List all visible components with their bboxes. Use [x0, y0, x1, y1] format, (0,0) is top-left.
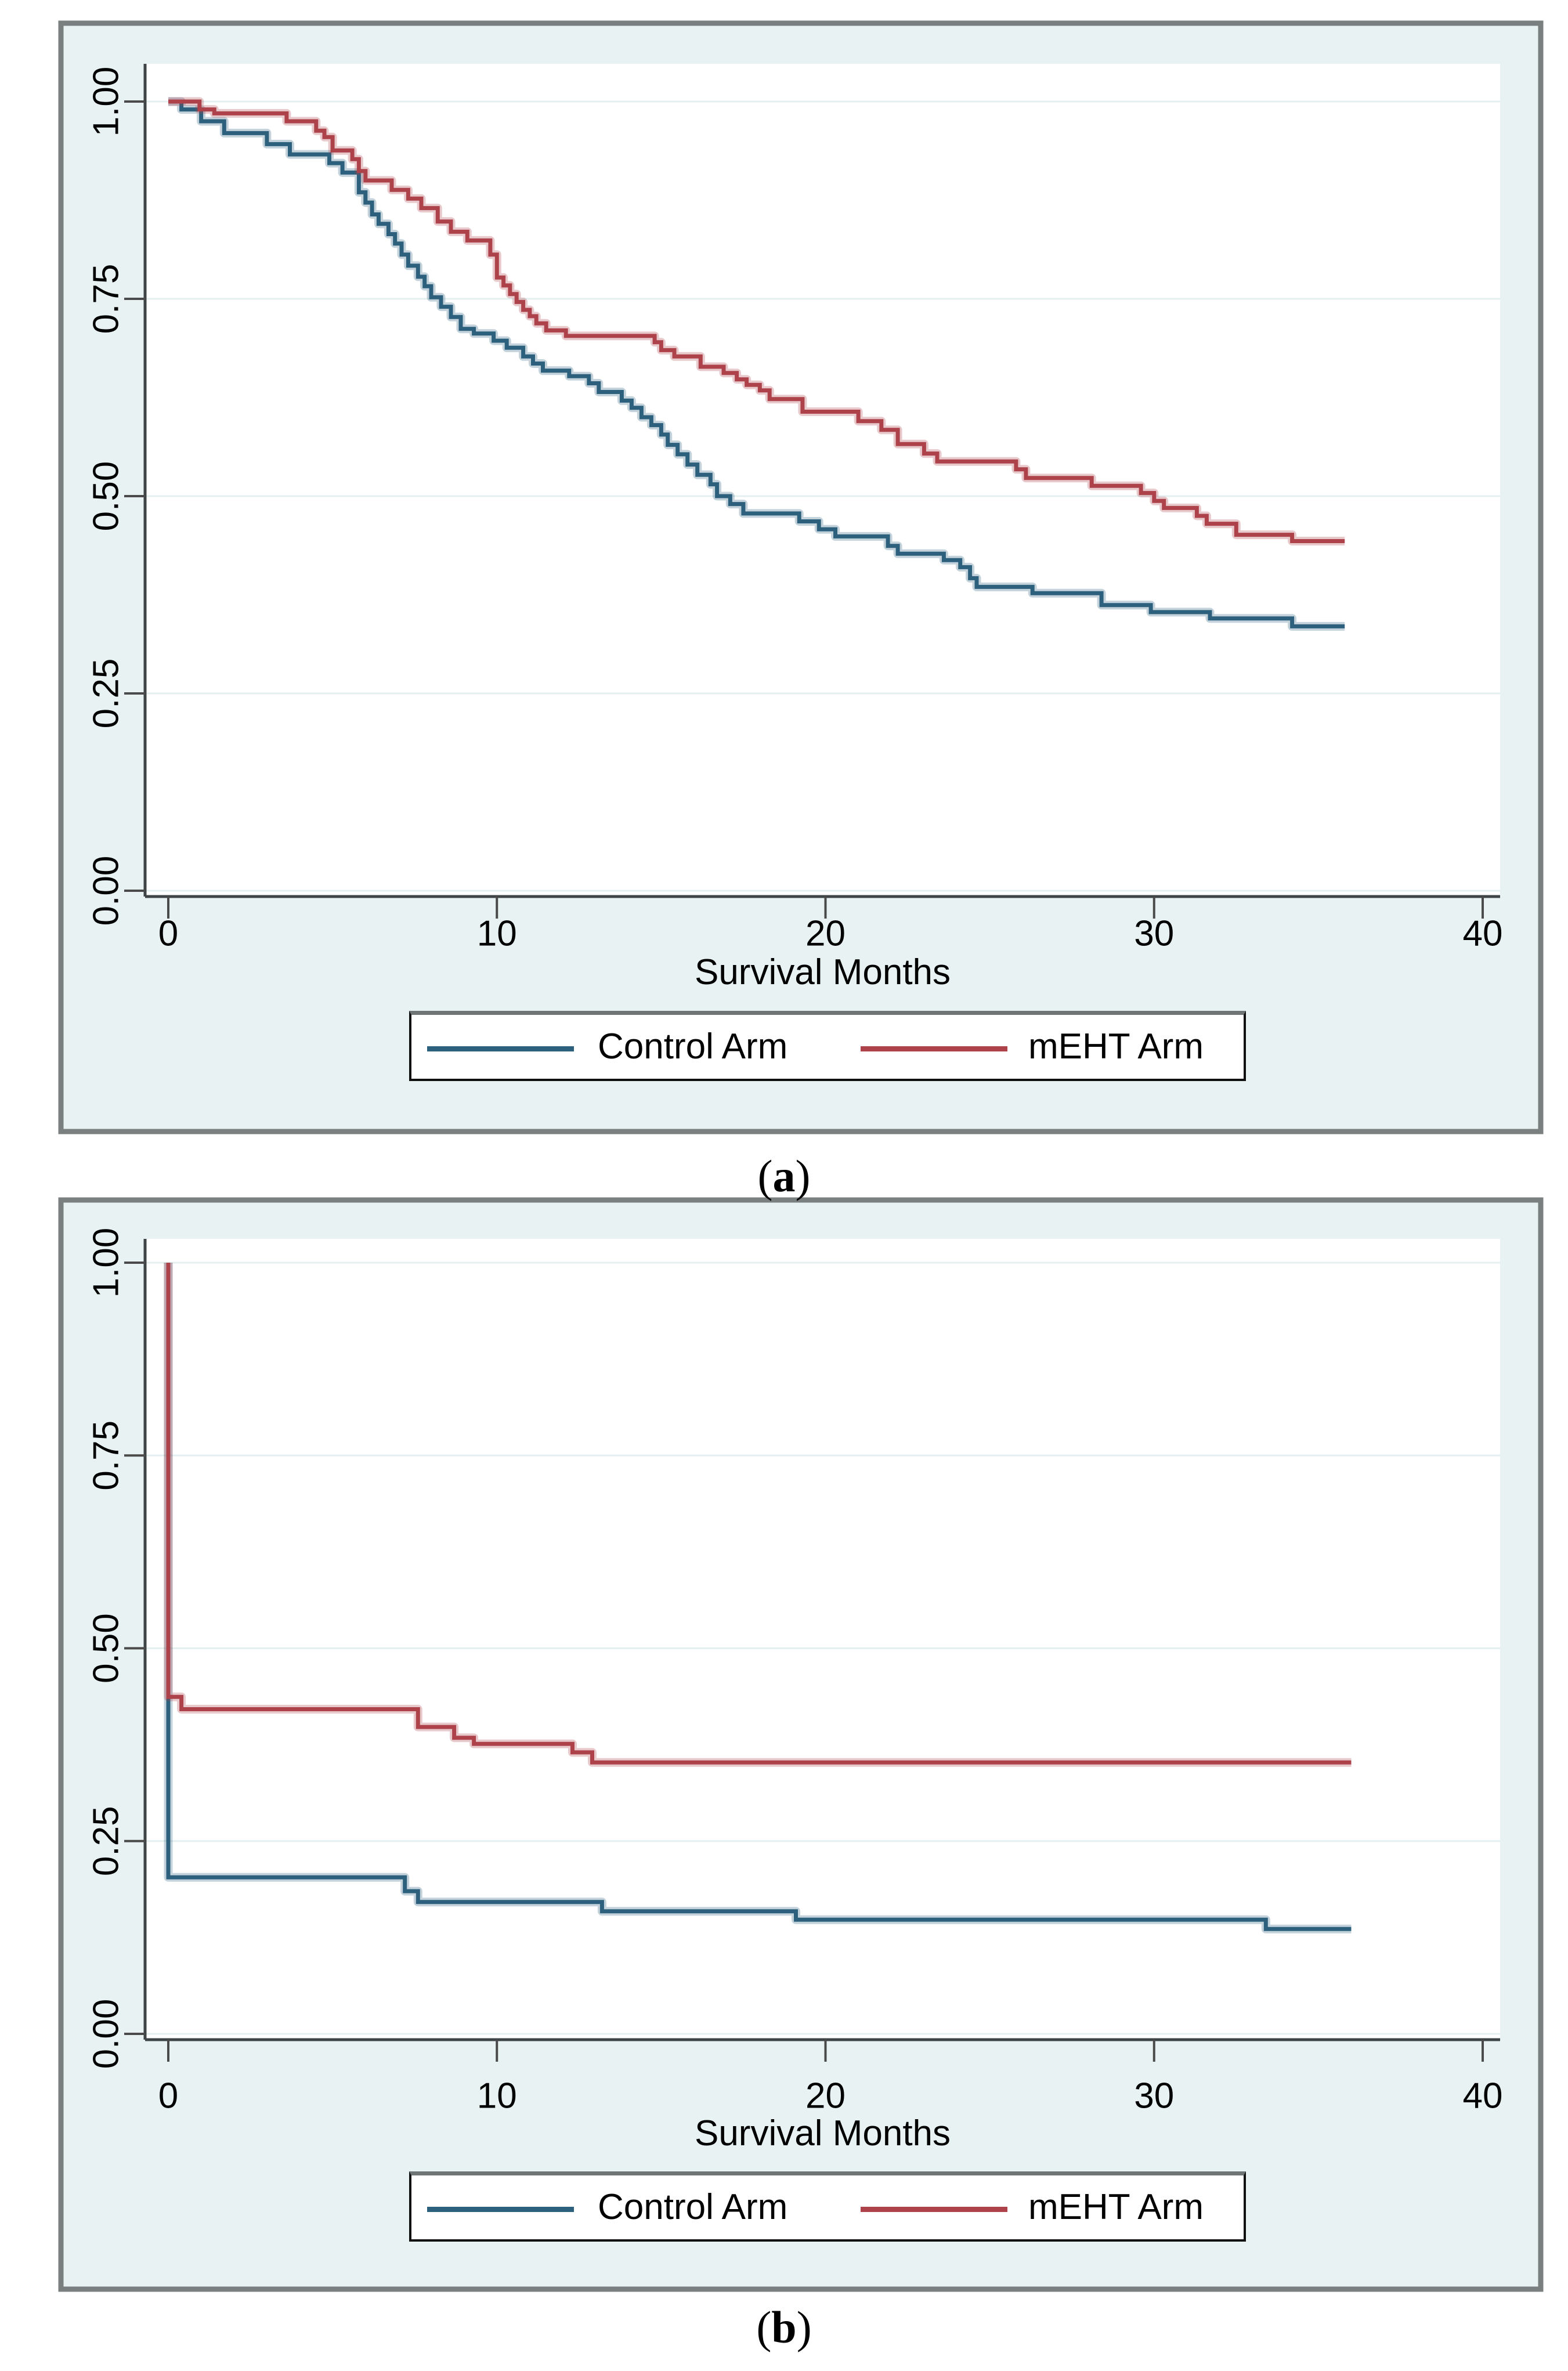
- legend-label-meht: mEHT Arm: [1028, 1026, 1204, 1067]
- legend-label-control: Control Arm: [598, 2186, 788, 2227]
- y-tick-label-0.75: 0.75: [86, 1421, 127, 1491]
- x-axis-title-panel-a: Survival Months: [694, 952, 951, 992]
- x-tick-label-0: 0: [158, 2076, 178, 2116]
- legend-label-meht: mEHT Arm: [1028, 2186, 1204, 2227]
- caption-panel-a: (a): [757, 1151, 811, 1201]
- legend-line-meht: [861, 1046, 1007, 1051]
- km-curve-control-arm: [168, 99, 1345, 628]
- x-tick-label-30: 30: [1134, 2076, 1174, 2116]
- y-tick-label-0.50: 0.50: [86, 1613, 127, 1683]
- y-tick-label-0.75: 0.75: [86, 264, 127, 334]
- x-tick-label-20: 20: [805, 914, 846, 954]
- x-tick-label-40: 40: [1463, 914, 1503, 954]
- x-tick-label-10: 10: [477, 2076, 517, 2116]
- x-axis-title-panel-b: Survival Months: [694, 2113, 951, 2153]
- plot-area-b: [145, 1239, 1500, 2040]
- legend-line-meht: [861, 2207, 1007, 2212]
- km-curve-control-arm: [166, 1263, 1352, 1931]
- caption-letter-b: b: [771, 2302, 797, 2352]
- km-curve-meht-arm: [168, 99, 1345, 543]
- legend-label-control: Control Arm: [598, 1026, 788, 1067]
- x-tick-label-10: 10: [477, 914, 517, 954]
- x-tick-label-0: 0: [158, 914, 178, 954]
- x-tick-label-20: 20: [805, 2076, 846, 2116]
- y-tick-label-0.00: 0.00: [86, 1999, 127, 2069]
- x-tick-label-30: 30: [1134, 914, 1174, 954]
- legend-line-control: [427, 2207, 574, 2212]
- y-tick-label-1.00: 1.00: [86, 1228, 127, 1298]
- legend-line-control: [427, 1046, 574, 1051]
- km-curve-meht-arm: [166, 1263, 1352, 1765]
- y-tick-label-0.00: 0.00: [86, 856, 127, 926]
- legend-panel-a: Control Arm mEHT Arm: [409, 1011, 1246, 1081]
- caption-letter-a: a: [772, 1151, 796, 1201]
- y-tick-label-1.00: 1.00: [86, 67, 127, 137]
- x-tick-label-40: 40: [1463, 2076, 1503, 2116]
- y-tick-label-0.50: 0.50: [86, 461, 127, 532]
- plot-area-a: [145, 64, 1500, 897]
- caption-panel-b: (b): [756, 2302, 812, 2352]
- legend-panel-b: Control Arm mEHT Arm: [409, 2171, 1246, 2242]
- y-tick-label-0.25: 0.25: [86, 659, 127, 729]
- y-tick-label-0.25: 0.25: [86, 1806, 127, 1876]
